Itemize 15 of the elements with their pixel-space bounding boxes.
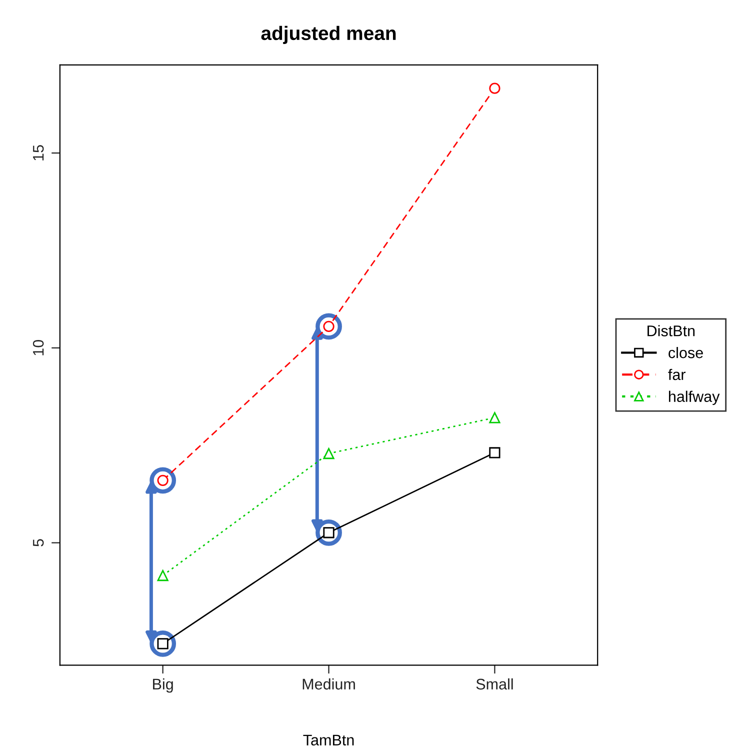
x-tick-label: Medium (302, 678, 355, 690)
legend-label: far (668, 368, 686, 380)
x-tick-label: Big (153, 678, 173, 693)
legend-label: halfway (668, 390, 720, 405)
legend-title: DistBtn (648, 325, 695, 336)
chart-title: adjusted mean (261, 26, 396, 44)
y-tick-label: 5 (33, 539, 44, 546)
y-tick-label: 15 (33, 145, 44, 160)
y-tick-label: 10 (32, 340, 44, 356)
point (157, 570, 168, 582)
point (323, 448, 334, 460)
point (489, 412, 500, 424)
x-axis-title: TamBtn (303, 734, 354, 746)
legend-label: close (668, 346, 703, 358)
x-tick-label: Small (476, 678, 513, 690)
